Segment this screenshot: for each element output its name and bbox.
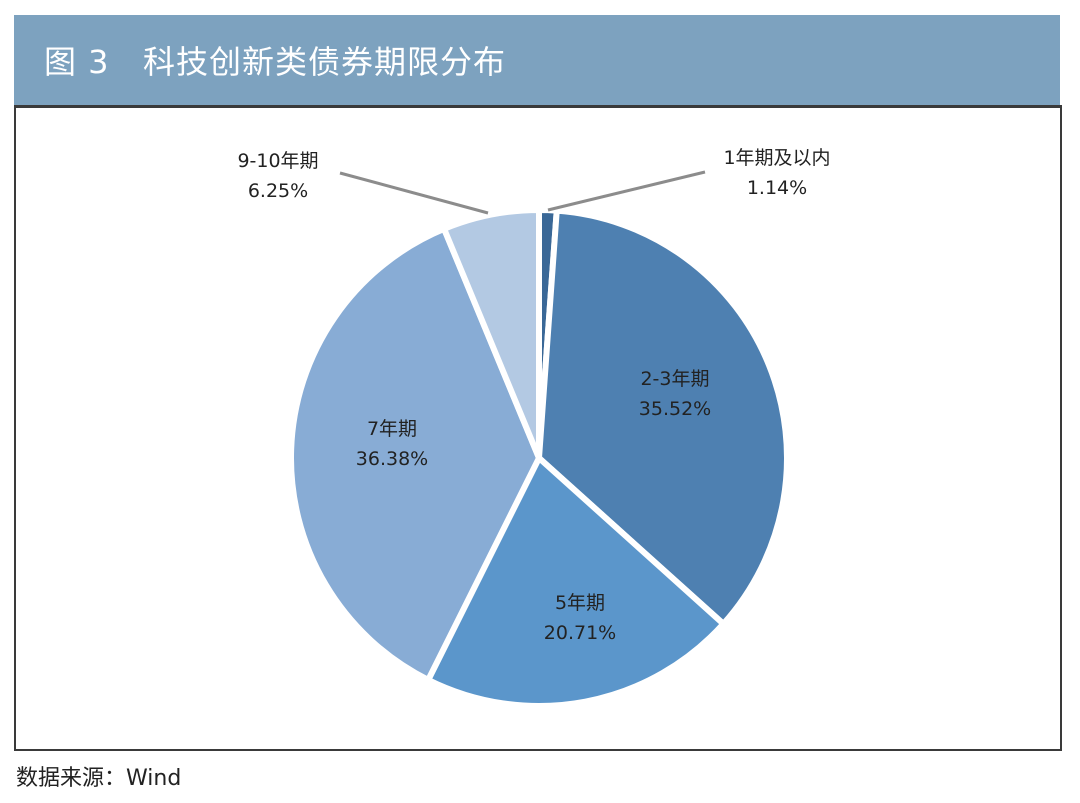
slice-name-label: 7年期 <box>367 418 417 440</box>
slice-name-label: 1年期及以内 <box>723 147 830 169</box>
title-bar: 图 3 科技创新类债券期限分布 <box>14 15 1060 105</box>
slice-value-label: 6.25% <box>248 180 308 202</box>
slice-name-label: 2-3年期 <box>640 368 709 390</box>
leader-line-0 <box>547 170 706 212</box>
pie-slice-4 <box>440 206 542 460</box>
pie-slice-2 <box>424 453 728 709</box>
slice-value-label: 20.71% <box>544 622 616 644</box>
pie-slice-3 <box>288 224 543 684</box>
slice-value-label: 1.14% <box>747 177 807 199</box>
slice-value-label: 36.38% <box>356 448 428 470</box>
source-note: 数据来源：Wind <box>16 766 182 791</box>
chart-title: 图 3 科技创新类债券期限分布 <box>44 43 507 81</box>
chart-frame <box>14 105 1062 751</box>
slice-name-label: 9-10年期 <box>237 150 318 172</box>
leader-line-4 <box>339 171 489 215</box>
pie-slice-1 <box>535 207 790 629</box>
slice-value-label: 35.52% <box>639 398 711 420</box>
slice-name-label: 5年期 <box>555 592 605 614</box>
